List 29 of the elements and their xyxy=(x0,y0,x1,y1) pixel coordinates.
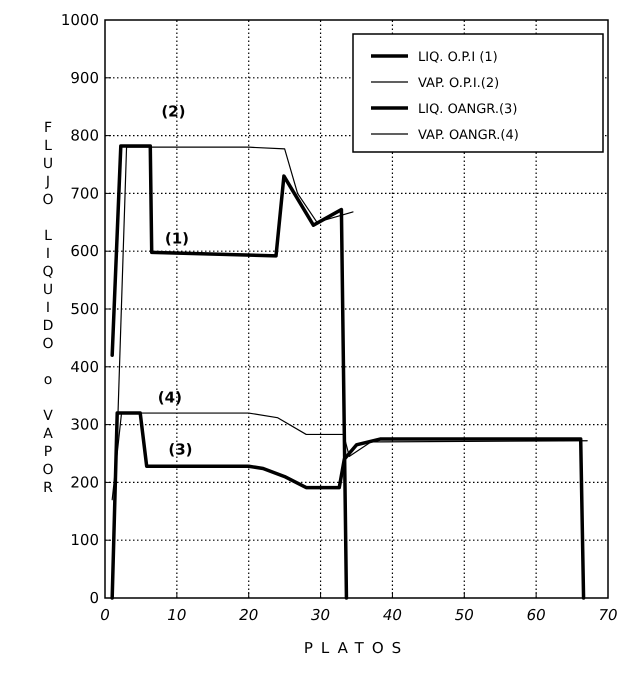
x-tick-label: 10 xyxy=(167,606,186,624)
y-tick-label: 600 xyxy=(70,242,99,260)
y-axis-title: FLUJO LIQUIDO o VAPOR xyxy=(40,120,56,498)
legend-label: LIQ. O.P.I (1) xyxy=(418,50,498,65)
y-tick-label: 1000 xyxy=(60,11,99,29)
annotation: (3) xyxy=(168,440,193,459)
y-tick-label: 400 xyxy=(70,358,99,376)
y-tick-label: 200 xyxy=(70,473,99,492)
y-tick-label: 100 xyxy=(70,531,99,550)
x-tick-label: 60 xyxy=(526,606,546,624)
legend-label: LIQ. OANGR.(3) xyxy=(418,102,518,117)
legend-label: VAP. O.P.I.(2) xyxy=(418,76,500,91)
x-tick-label: 0 xyxy=(100,606,110,624)
x-tick-label: 70 xyxy=(598,606,618,624)
y-tick-label: 700 xyxy=(70,184,99,202)
annotation: (2) xyxy=(161,102,186,121)
annotation: (1) xyxy=(164,230,190,248)
legend-label: VAP. OANGR.(4) xyxy=(418,128,519,143)
x-tick-label: 30 xyxy=(311,606,330,624)
y-tick-label: 800 xyxy=(70,126,99,145)
annotation: (4) xyxy=(158,388,182,407)
y-tick-label: 500 xyxy=(70,300,99,318)
x-tick-label: 50 xyxy=(454,606,474,624)
x-tick-label: 40 xyxy=(382,606,402,624)
y-tick-label: 300 xyxy=(70,416,99,434)
x-tick-label: 20 xyxy=(239,606,258,624)
y-tick-label: 900 xyxy=(70,68,99,87)
x-axis-title: PLATOS xyxy=(304,639,410,657)
y-tick-label: 0 xyxy=(89,589,99,607)
